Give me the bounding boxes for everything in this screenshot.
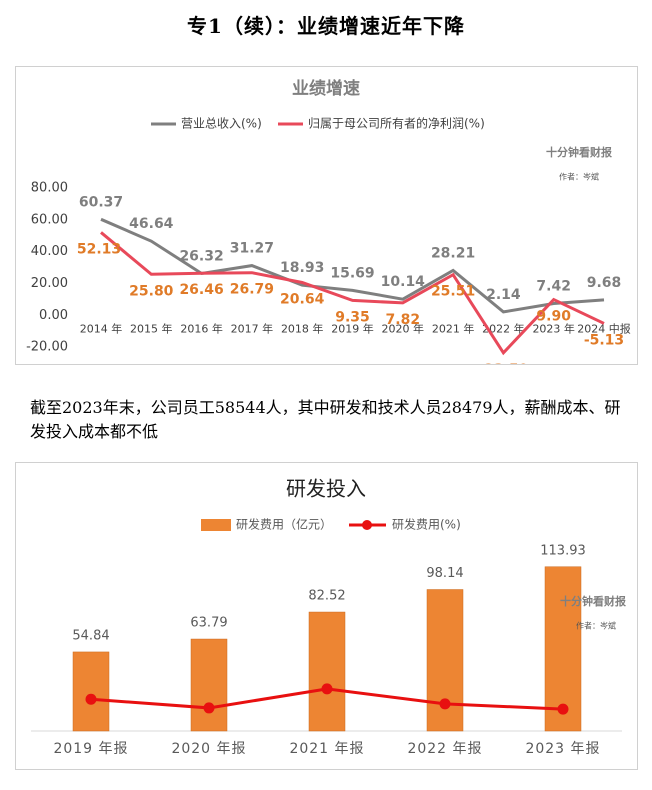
series-line: [100, 231, 605, 356]
chart: 业绩增速营业总收入(%)归属于母公司所有者的净利润(%)-40.00-20.00…: [15, 66, 638, 365]
legend-swatch: [201, 519, 231, 531]
data-label: 46.64: [129, 216, 174, 232]
x-tick-label: 2022 年: [482, 321, 525, 335]
data-label: 15.69: [330, 265, 374, 281]
data-label: 54.84: [72, 628, 109, 643]
x-tick-label: 2021 年报: [289, 741, 364, 757]
legend-swatch: [362, 520, 372, 530]
data-label: 7.82: [386, 312, 421, 328]
x-tick-label: 2019 年报: [53, 741, 128, 757]
x-tick-label: 2023 年: [532, 321, 575, 335]
line-point: [439, 698, 451, 710]
bar: [426, 589, 464, 732]
watermark-author: 作者：岑斌: [559, 172, 599, 182]
y-tick-label: -20.00: [26, 340, 68, 355]
chart-title: 研发投入: [286, 477, 366, 501]
data-label: 25.80: [129, 283, 174, 299]
y-tick-label: 20.00: [31, 276, 68, 291]
legend-label: 研发费用（亿元）: [236, 517, 332, 532]
legend-label: 营业总收入(%): [181, 117, 262, 131]
line-point: [85, 693, 97, 705]
x-tick-label: 2020 年报: [171, 741, 246, 757]
watermark-author: 作者：岑斌: [576, 621, 616, 631]
data-label: 10.14: [381, 274, 426, 290]
line-point: [557, 703, 569, 715]
y-tick-label: 80.00: [31, 181, 68, 196]
x-tick-label: 2016 年: [180, 321, 223, 335]
heading: 专1（续）：业绩增速近年下降: [187, 14, 465, 38]
line-point: [321, 683, 333, 695]
data-label: 9.90: [536, 309, 571, 325]
x-tick-label: 2015 年: [130, 321, 173, 335]
watermark: 十分钟看财报: [546, 145, 613, 159]
data-label: 98.14: [426, 566, 463, 581]
data-label: 2.14: [486, 287, 521, 303]
data-label: 26.46: [179, 282, 223, 298]
x-tick-label: 2024 中报: [577, 321, 631, 335]
data-label: 31.27: [230, 241, 274, 257]
x-tick-label: 2023 年报: [525, 741, 600, 757]
bar: [190, 638, 228, 732]
data-label: -5.13: [584, 332, 624, 348]
watermark: 十分钟看财报: [560, 594, 627, 608]
y-tick-label: 60.00: [31, 212, 68, 227]
chart-title: 业绩增速: [292, 78, 360, 99]
x-tick-label: 2021 年: [432, 321, 475, 335]
data-label: 28.21: [431, 245, 475, 261]
data-label: 52.13: [77, 241, 121, 257]
data-label: 63.79: [190, 616, 227, 631]
x-tick-label: 2020 年: [382, 321, 425, 335]
data-label: 26.79: [230, 282, 274, 298]
y-tick-label: 0.00: [39, 308, 68, 323]
x-tick-label: 2019 年: [331, 321, 374, 335]
x-tick-label: 2018 年: [281, 321, 324, 335]
data-label: 113.93: [540, 543, 586, 558]
x-tick-label: 2014 年: [80, 321, 123, 335]
bar: [308, 611, 346, 732]
data-label: 7.42: [536, 279, 571, 295]
x-tick-label: 2017 年: [231, 321, 274, 335]
data-label: 25.51: [431, 284, 475, 300]
series-line: [100, 217, 605, 314]
legend-label: 归属于母公司所有者的净利润(%): [308, 116, 485, 131]
data-label: 26.32: [179, 248, 223, 264]
x-tick-label: 2022 年报: [407, 741, 482, 757]
data-label: 9.35: [335, 309, 370, 325]
y-tick-label: 40.00: [31, 244, 68, 259]
line-point: [203, 702, 215, 714]
legend-label: 研发费用(%): [392, 517, 461, 532]
paragraph: 截至2023年末，公司员工58544人，其中研发和技术人员28479人，薪酬成本…: [30, 398, 621, 441]
data-label: 82.52: [308, 589, 345, 604]
data-label: 60.37: [79, 194, 123, 210]
data-label: 18.93: [280, 260, 324, 276]
data-label: 9.68: [587, 275, 622, 291]
data-label: 20.64: [280, 291, 325, 307]
data-label: -23.59: [478, 362, 528, 365]
bar: [72, 651, 110, 732]
